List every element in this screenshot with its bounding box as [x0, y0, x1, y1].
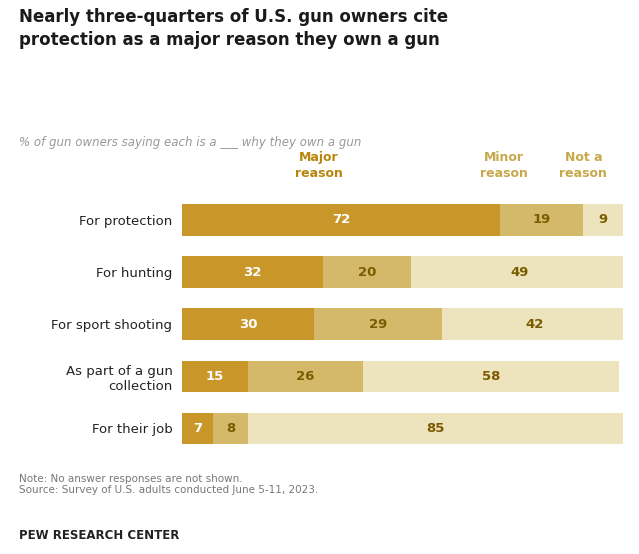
Bar — [442, 309, 627, 340]
Bar — [363, 361, 619, 392]
Text: 15: 15 — [206, 370, 224, 383]
Bar — [182, 361, 248, 392]
Text: Major
reason: Major reason — [295, 151, 343, 180]
Text: 85: 85 — [426, 422, 445, 435]
Text: 29: 29 — [369, 317, 387, 331]
Bar — [182, 309, 314, 340]
Bar — [500, 204, 583, 235]
Text: 20: 20 — [358, 265, 376, 279]
Bar — [213, 413, 248, 444]
Text: 26: 26 — [296, 370, 315, 383]
Text: 9: 9 — [599, 213, 608, 227]
Text: PEW RESEARCH CENTER: PEW RESEARCH CENTER — [19, 529, 180, 542]
Bar — [182, 413, 213, 444]
Text: 19: 19 — [532, 213, 551, 227]
Bar — [323, 257, 412, 288]
Text: Note: No answer responses are not shown.
Source: Survey of U.S. adults conducted: Note: No answer responses are not shown.… — [19, 474, 318, 495]
Bar — [583, 204, 623, 235]
Text: 30: 30 — [239, 317, 258, 331]
Bar — [412, 257, 627, 288]
Text: 7: 7 — [193, 422, 202, 435]
Text: Nearly three-quarters of U.S. gun owners cite
protection as a major reason they : Nearly three-quarters of U.S. gun owners… — [19, 8, 449, 49]
Bar — [248, 361, 363, 392]
Text: 49: 49 — [510, 265, 528, 279]
Bar — [248, 413, 623, 444]
Text: 58: 58 — [482, 370, 500, 383]
Text: 42: 42 — [526, 317, 544, 331]
Bar — [314, 309, 442, 340]
Text: 32: 32 — [243, 265, 262, 279]
Text: Not a
reason: Not a reason — [559, 151, 607, 180]
Text: 72: 72 — [332, 213, 350, 227]
Bar — [182, 257, 323, 288]
Text: Minor
reason: Minor reason — [480, 151, 528, 180]
Bar — [182, 204, 500, 235]
Text: % of gun owners saying each is a ___ why they own a gun: % of gun owners saying each is a ___ why… — [19, 136, 362, 148]
Text: 8: 8 — [226, 422, 235, 435]
